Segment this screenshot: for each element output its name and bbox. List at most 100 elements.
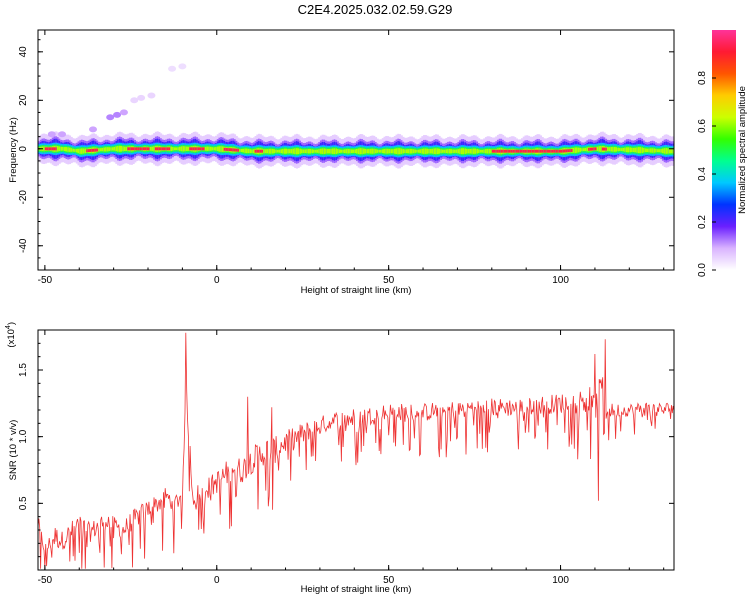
heatmap-peak-cell [562,149,565,153]
heatmap-cell [397,148,400,155]
heatmap-peak-cell [259,149,262,153]
heatmap-peak-cell [567,149,570,153]
heatmap-cell [297,148,300,155]
heatmap-cell [299,148,302,154]
heatmap-cell [464,148,467,154]
heatmap-cell [294,148,297,155]
heatmap-cell [478,149,481,153]
heatmap-cell [644,148,647,153]
heatmap-cell [288,149,292,154]
colorbar-tick-label: 0.0 [697,263,708,277]
spectrogram-x-axis-label: Height of straight line (km) [301,285,412,296]
heatmap-cell [63,147,66,151]
heatmap-peak-cell [533,149,536,153]
heatmap-peak-cell [146,147,149,151]
heatmap-cell [337,148,340,154]
heatmap-cell [433,148,436,154]
heatmap-cell [60,146,63,151]
heatmap-peak-cell [505,149,508,153]
heatmap-cell [347,149,350,154]
heatmap-cell [383,149,386,154]
heatmap-cell [278,149,281,153]
heatmap-cell [275,149,278,153]
heatmap-cell [118,145,121,152]
heatmap-cell [369,148,372,154]
heatmap-spurious-point [130,97,139,104]
heatmap-peak-cell [127,147,130,151]
heatmap-peak-cell [546,149,549,153]
heatmap-peak-cell [258,149,261,153]
heatmap-cell [606,147,610,152]
heatmap-cell [125,146,128,151]
heatmap-cell [216,146,219,151]
heatmap-cell [445,149,448,153]
heatmap-peak-cell [86,149,89,153]
heatmap-peak-cell [517,149,520,153]
heatmap-cell [343,149,347,154]
heatmap-cell [381,149,384,153]
heatmap-cell [357,148,360,154]
heatmap-cell [405,149,408,154]
heatmap-cell [452,149,455,153]
heatmap-peak-cell [163,147,166,151]
snr-y-multiplier-close: ) [6,322,17,325]
heatmap-cell [206,146,209,151]
heatmap-cell [99,148,102,152]
heatmap-cell [450,149,453,154]
spectrogram-panel: -50 0 50 100 -40 -20 0 20 40 Height of straight… [8,29,675,296]
heatmap-peak-cell [227,148,230,151]
heatmap-cell [101,147,104,152]
heatmap-cell [471,148,474,154]
heatmap-cell [584,147,587,152]
heatmap-cell [352,149,355,153]
heatmap-cell [218,146,221,152]
heatmap-cell [239,148,242,152]
heatmap-cell [386,148,390,154]
heatmap-cell [636,147,639,153]
heatmap-peak-cell [512,149,515,153]
heatmap-cell [323,148,326,154]
heatmap-cell [388,149,391,154]
heatmap-peak-cell [166,147,170,151]
heatmap-cell [488,148,491,154]
heatmap-peak-cell [190,147,194,151]
heatmap-spurious-point [137,94,146,101]
heatmap-peak-cell [496,149,500,153]
heatmap-peak-cell [503,149,506,153]
heatmap-peak-cell [165,147,168,151]
heatmap-peak-cell [132,147,135,151]
heatmap-cell [43,146,46,152]
heatmap-cell [668,148,671,154]
heatmap-cell [414,149,417,153]
heatmap-cell [180,146,183,152]
heatmap-cell [244,148,247,153]
x-tick-label: 100 [552,275,569,286]
heatmap-cell [240,148,243,152]
heatmap-peak-cell [527,149,531,153]
snr-panel: -50 0 50 100 0.5 1.0 1.5 Height of straight l… [5,322,675,595]
heatmap-cell [187,146,190,151]
heatmap-cell [115,146,118,152]
heatmap-cell [440,149,443,154]
heatmap-cell [354,149,357,154]
heatmap-cell [326,148,329,154]
heatmap-peak-cell [148,147,151,151]
heatmap-peak-cell [161,147,164,151]
heatmap-cell [658,149,661,153]
heatmap-cell [292,148,295,154]
snr-y-multiplier-exponent: 4 [5,325,12,329]
heatmap-cell [170,146,173,151]
heatmap-cell [407,149,410,154]
heatmap-peak-cell [160,147,163,151]
heatmap-cell [663,148,666,154]
heatmap-cell [421,148,424,154]
heatmap-peak-cell [144,147,147,151]
heatmap-cell [484,149,488,154]
heatmap-cell [204,146,207,151]
heatmap-cell [98,148,101,152]
heatmap-cell [627,147,630,153]
heatmap-cell [574,147,577,153]
y-tick-label: -20 [18,190,29,205]
heatmap-peak-cell [548,149,551,153]
heatmap-cell [661,148,665,154]
